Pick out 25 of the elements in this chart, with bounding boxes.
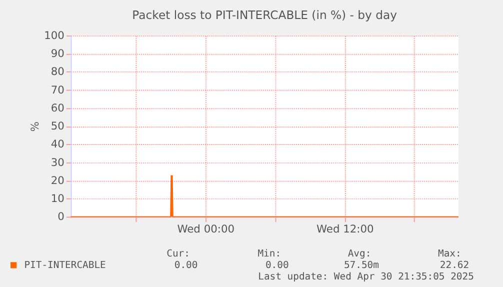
chart-title: Packet loss to PIT-INTERCABLE (in %) - by day [132, 8, 398, 22]
y-tick-label: 20 [50, 174, 65, 187]
y-axis-title: % [28, 122, 42, 132]
text: Max: [438, 248, 462, 260]
text: 57.50m [344, 260, 380, 272]
text: Min: [258, 248, 282, 260]
legend-label: PIT-INTERCABLE [24, 260, 106, 272]
y-tick-label: 80 [50, 65, 65, 78]
text: 0.00 [265, 260, 289, 272]
y-tick-label: 50 [50, 120, 65, 133]
text: 22.62 [440, 260, 470, 272]
y-tick-label: 10 [50, 192, 65, 206]
y-tick-label: 40 [50, 138, 65, 151]
y-tick-label: 100 [44, 28, 65, 42]
y-tick-label: 70 [50, 83, 65, 96]
text: Cur: [166, 248, 190, 260]
y-tick-label: 30 [50, 156, 65, 169]
x-tick-label: Wed 00:00 [177, 222, 235, 236]
y-tick-label: 90 [50, 47, 65, 60]
text: Avg: [348, 248, 372, 260]
text: Last update: Wed Apr 30 21:35:05 2025 [258, 272, 474, 283]
y-tick-label: 60 [50, 101, 65, 114]
x-tick-label: Wed 12:00 [316, 222, 374, 236]
text: 0.00 [174, 260, 198, 272]
y-tick-label: 0 [58, 210, 65, 224]
